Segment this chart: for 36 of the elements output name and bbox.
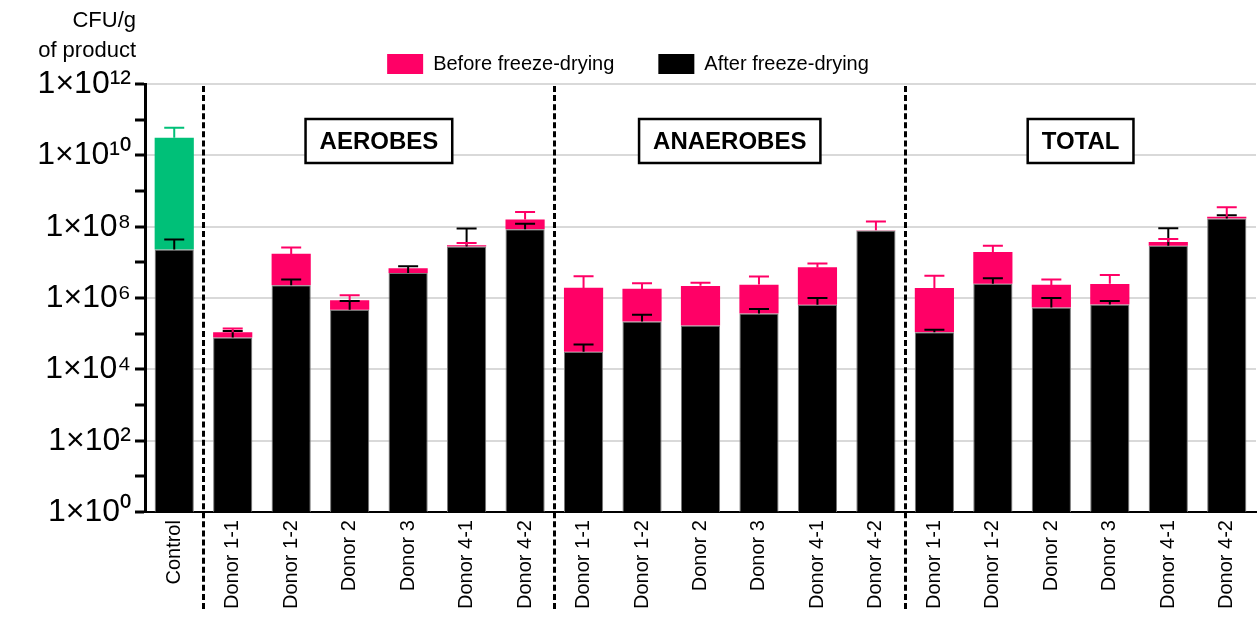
x-tick-label: Donor 4-1 bbox=[804, 520, 827, 609]
x-tick-label: Donor 2 bbox=[688, 520, 711, 592]
x-tick-label: Donor 1-1 bbox=[571, 520, 594, 609]
x-tick-label: Donor 1-2 bbox=[980, 520, 1003, 609]
bar bbox=[1148, 242, 1188, 246]
bar bbox=[388, 268, 428, 274]
x-tick-label: Donor 2 bbox=[337, 520, 360, 592]
x-tick-label: Donor 3 bbox=[395, 520, 418, 592]
y-tick-label: 1×10¹⁰ bbox=[37, 135, 131, 172]
x-tick-label: Donor 4-1 bbox=[454, 520, 477, 609]
annotation: ANAEROBES bbox=[653, 126, 807, 154]
y-tick-label: 1×10⁸ bbox=[45, 206, 131, 243]
y-tick-label: 1×10⁴ bbox=[45, 349, 131, 386]
x-tick-label: Donor 1-2 bbox=[629, 520, 652, 609]
x-tick-label: Donor 3 bbox=[1097, 520, 1120, 592]
x-tick-label: Donor 1-2 bbox=[278, 520, 301, 609]
x-tick-label: Donor 4-2 bbox=[863, 520, 886, 609]
y-tick-label: 1×10² bbox=[48, 420, 132, 457]
x-tick-label: Donor 2 bbox=[1038, 520, 1061, 592]
y-tick-label: 1×10⁶ bbox=[45, 277, 131, 314]
bar bbox=[680, 286, 721, 326]
legend-label: After freeze-drying bbox=[704, 51, 869, 74]
annotation: TOTAL bbox=[1041, 126, 1120, 154]
x-tick-label: Donor 4-2 bbox=[1214, 520, 1237, 609]
x-tick-label: Donor 4-2 bbox=[512, 520, 535, 609]
legend-label: Before freeze-drying bbox=[433, 51, 615, 74]
y-tick-label: 1×10⁰ bbox=[47, 491, 131, 528]
bar bbox=[213, 332, 253, 338]
x-tick-label: Control bbox=[161, 520, 184, 585]
annotation: AEROBES bbox=[319, 126, 439, 154]
x-tick-label: Donor 3 bbox=[746, 520, 769, 592]
x-tick-label: Donor 1-1 bbox=[220, 520, 243, 609]
y-axis-title: CFU/g of product bbox=[38, 7, 136, 63]
y-tick-label: 1×10¹² bbox=[37, 63, 132, 100]
x-tick-label: Donor 1-1 bbox=[921, 520, 944, 609]
x-tick-label: Donor 4-1 bbox=[1155, 520, 1178, 609]
